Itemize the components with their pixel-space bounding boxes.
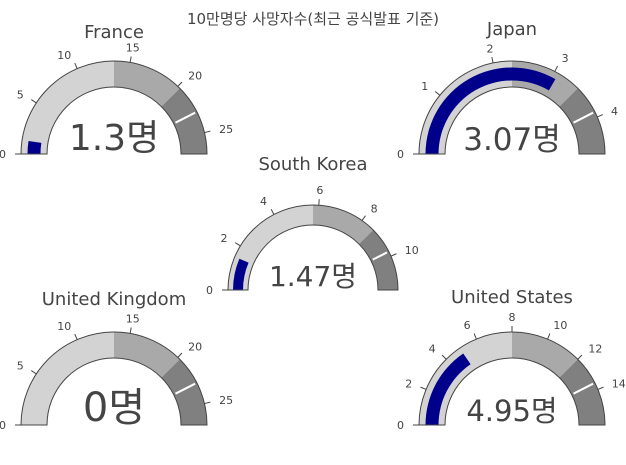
- gauge-band-1: [21, 61, 114, 154]
- gauge-tick-label: 0: [0, 148, 6, 161]
- gauge-band-3: [559, 359, 605, 425]
- gauge-tick-label: 2: [221, 232, 228, 245]
- gauge-band-3: [559, 88, 605, 154]
- gauge-band-2: [114, 332, 180, 378]
- gauge-tick-label: 2: [405, 378, 412, 391]
- gauge-value-bar: [425, 67, 556, 154]
- gauge-tick: [597, 386, 604, 390]
- gauge-value-bar: [425, 353, 471, 425]
- gauge-value-label: 1.47명: [269, 260, 357, 293]
- gauge-south-korea: 0 2 4 6 8 10 South Korea 1.47명: [206, 154, 419, 297]
- gauge-value-label: 0명: [83, 385, 145, 431]
- gauge-tick-label: 0: [206, 284, 213, 297]
- gauge-tick-label: 15: [126, 313, 140, 326]
- gauge-tick: [491, 56, 494, 64]
- gauge-tick: [554, 65, 558, 72]
- gauge-tick: [74, 333, 78, 340]
- gauge-threshold-line: [175, 111, 196, 124]
- gauge-band-2: [313, 205, 374, 245]
- gauge-threshold-line: [372, 251, 388, 261]
- gauge-tick-label: 10: [57, 320, 71, 333]
- gauge-tick-label: 6: [464, 319, 471, 332]
- gauge-tick: [597, 114, 604, 118]
- gauge-tick-label: 25: [219, 394, 233, 407]
- gauge-tick-label: 5: [17, 360, 24, 373]
- gauge-outline: [418, 60, 606, 155]
- gauge-tick-label: 20: [188, 69, 202, 82]
- gauge-tick-label: 0: [397, 419, 404, 432]
- gauge-tick-label: 14: [612, 378, 626, 391]
- gauge-tick: [420, 386, 427, 390]
- gauge-tick: [204, 401, 211, 405]
- gauge-value-bar: [27, 140, 42, 154]
- gauge-tick-label: 10: [553, 319, 567, 332]
- gauge-outline: [227, 204, 399, 291]
- gauge-threshold-line: [573, 111, 594, 124]
- gauge-value-label: 3.07명: [463, 122, 561, 158]
- gauge-tick: [441, 354, 447, 360]
- gauge-tick-label: 5: [17, 89, 24, 102]
- gauge-tick-label: 20: [188, 340, 202, 353]
- gauge-band-3: [161, 359, 207, 425]
- gauge-tick-label: 0: [0, 419, 6, 432]
- gauge-tick-label: 8: [371, 202, 378, 215]
- gauge-tick-label: 15: [126, 42, 140, 55]
- gauge-tick: [390, 253, 397, 257]
- gauge-tick: [74, 62, 78, 69]
- gauge-tick: [177, 81, 183, 87]
- gauge-outline: [20, 331, 208, 426]
- gauge-tick-label: 10: [57, 49, 71, 62]
- gauge-tick: [31, 370, 37, 375]
- gauge-tick-label: 4: [260, 195, 267, 208]
- gauge-tick: [473, 333, 477, 340]
- gauge-tick-label: 4: [429, 343, 436, 356]
- gauge-band-1: [228, 205, 313, 290]
- gauge-tick: [204, 130, 211, 134]
- gauge-japan: 0 1 2 3 4 Japan 3.07명: [397, 19, 618, 161]
- gauge-united-states: 0 2 4 6 8 10 12 14 United States 4.95명: [397, 287, 626, 432]
- gauge-band-2: [114, 61, 180, 107]
- gauge-tick: [434, 91, 441, 96]
- gauge-tick-label: 2: [487, 42, 494, 55]
- gauge-france: 0 5 10 15 20 25 France 1.3명: [0, 22, 233, 161]
- gauge-tick: [361, 215, 366, 221]
- gauge-threshold-line: [175, 382, 196, 395]
- gauge-band-3: [359, 229, 398, 290]
- gauge-tick: [577, 354, 583, 360]
- gauge-tick-label: 10: [405, 244, 419, 257]
- gauge-value-label: 1.3명: [69, 118, 159, 159]
- chart-title: 10만명당 사망자수(최근 공식발표 기준): [186, 10, 440, 28]
- gauge-tick: [129, 327, 132, 334]
- gauge-tick: [177, 352, 183, 358]
- gauge-title: United States: [451, 287, 573, 308]
- gauge-tick-label: 1: [421, 80, 428, 93]
- gauge-title: South Korea: [258, 154, 367, 175]
- gauge-outline: [418, 331, 606, 426]
- gauge-tick: [547, 333, 551, 340]
- gauge-band-1: [21, 332, 114, 425]
- gauge-tick-label: 0: [397, 148, 404, 161]
- gauge-tick: [234, 242, 241, 247]
- gauge-tick: [31, 99, 37, 104]
- gauge-tick-label: 6: [316, 184, 323, 197]
- gauge-title: United Kingdom: [42, 289, 186, 310]
- gauge-tick: [129, 56, 132, 63]
- gauge-title: France: [84, 22, 144, 43]
- gauge-value-bar: [233, 258, 249, 290]
- gauge-band-2: [512, 332, 578, 378]
- gauge-tick-label: 8: [509, 311, 516, 324]
- gauge-tick-label: 3: [562, 52, 569, 65]
- gauge-united-kingdom: 0 5 10 15 20 25 United Kingdom 0명: [0, 289, 233, 432]
- gauge-tick-label: 12: [588, 343, 602, 356]
- gauge-tick-label: 4: [611, 105, 618, 118]
- gauge-band-3: [161, 88, 207, 154]
- gauge-tick-label: 25: [219, 123, 233, 136]
- gauge-title: Japan: [486, 19, 537, 40]
- gauge-tick: [270, 208, 275, 215]
- gauge-value-label: 4.95명: [466, 394, 557, 428]
- gauge-outline: [20, 60, 208, 155]
- gauge-threshold-line: [573, 382, 594, 395]
